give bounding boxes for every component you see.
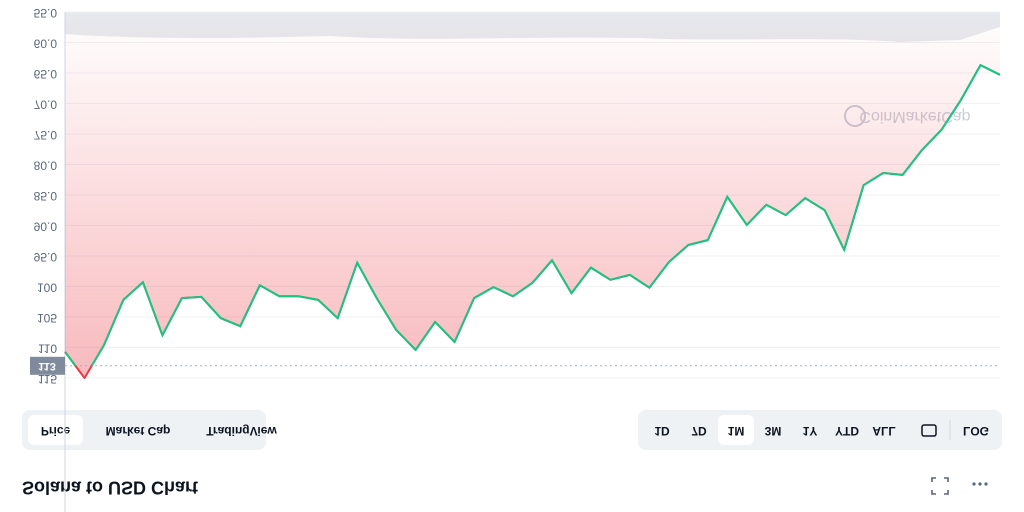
candle-toggle[interactable] [921,424,937,437]
active-tab-bg [28,415,83,445]
y-tick-label: 75.0 [34,128,58,142]
y-tick-label: 95.0 [34,250,58,264]
tab-group [22,410,266,450]
y-tick-label: 60.0 [34,36,58,50]
price-line-above-reference [65,63,1000,366]
title: Solana to USD Chart [22,477,198,497]
y-tick-label: 55.0 [34,6,58,20]
range-button[interactable]: 1Y [803,424,818,438]
y-tick-label: 70.0 [34,97,58,111]
y-tick-label: 100 [37,280,57,294]
fullscreen-icon[interactable] [931,477,949,495]
y-tick-label: 90.0 [34,219,58,233]
y-tick-label: 85.0 [34,189,58,203]
reference-label: 113 [38,360,56,372]
more-icon[interactable] [972,482,988,486]
active-range-bg [718,415,754,445]
y-tick-label: 110 [38,341,57,355]
y-tick-label: 80.0 [34,158,58,172]
y-tick-label: 115 [38,372,57,386]
y-tick-label: 65.0 [34,67,58,81]
y-tick-label: 105 [37,311,57,325]
range-button[interactable]: ALL [872,424,895,438]
tab[interactable]: Price [41,424,71,438]
reference-label-bg [30,356,65,375]
range-button[interactable]: 3M [765,424,782,438]
tab[interactable]: Market Cap [106,424,171,438]
log-button[interactable]: LOG [963,424,989,438]
range-button[interactable]: 1M [728,424,745,438]
range-button[interactable]: 7D [691,424,707,438]
tab[interactable]: TradingView [206,424,277,438]
range-button[interactable]: YTD [835,424,859,438]
area-fill [65,12,1000,378]
range-button[interactable]: 1D [654,424,670,438]
